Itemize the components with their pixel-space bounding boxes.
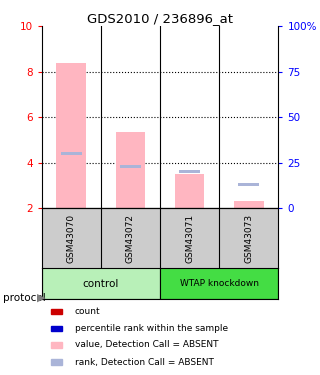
Bar — [238, 183, 259, 186]
Title: GDS2010 / 236896_at: GDS2010 / 236896_at — [87, 12, 233, 25]
Bar — [51, 359, 62, 365]
Text: WTAP knockdown: WTAP knockdown — [180, 279, 259, 288]
Text: percentile rank within the sample: percentile rank within the sample — [75, 324, 228, 333]
Bar — [61, 152, 82, 155]
Bar — [42, 268, 160, 299]
Bar — [51, 309, 62, 314]
Text: ▶: ▶ — [37, 293, 45, 303]
Text: GSM43072: GSM43072 — [126, 214, 135, 262]
Text: value, Detection Call = ABSENT: value, Detection Call = ABSENT — [75, 340, 218, 350]
Text: protocol: protocol — [3, 293, 46, 303]
Bar — [175, 174, 204, 208]
Bar — [51, 342, 62, 348]
Bar — [179, 171, 200, 173]
Text: count: count — [75, 307, 100, 316]
Bar — [51, 326, 62, 332]
Bar — [120, 165, 141, 168]
Text: control: control — [83, 279, 119, 289]
Text: GSM43073: GSM43073 — [244, 213, 253, 262]
Bar — [234, 201, 264, 208]
Text: rank, Detection Call = ABSENT: rank, Detection Call = ABSENT — [75, 357, 214, 366]
Bar — [56, 63, 86, 208]
Text: GSM43070: GSM43070 — [67, 213, 76, 262]
Bar — [160, 268, 278, 299]
Bar — [116, 132, 145, 208]
Text: GSM43071: GSM43071 — [185, 213, 194, 262]
